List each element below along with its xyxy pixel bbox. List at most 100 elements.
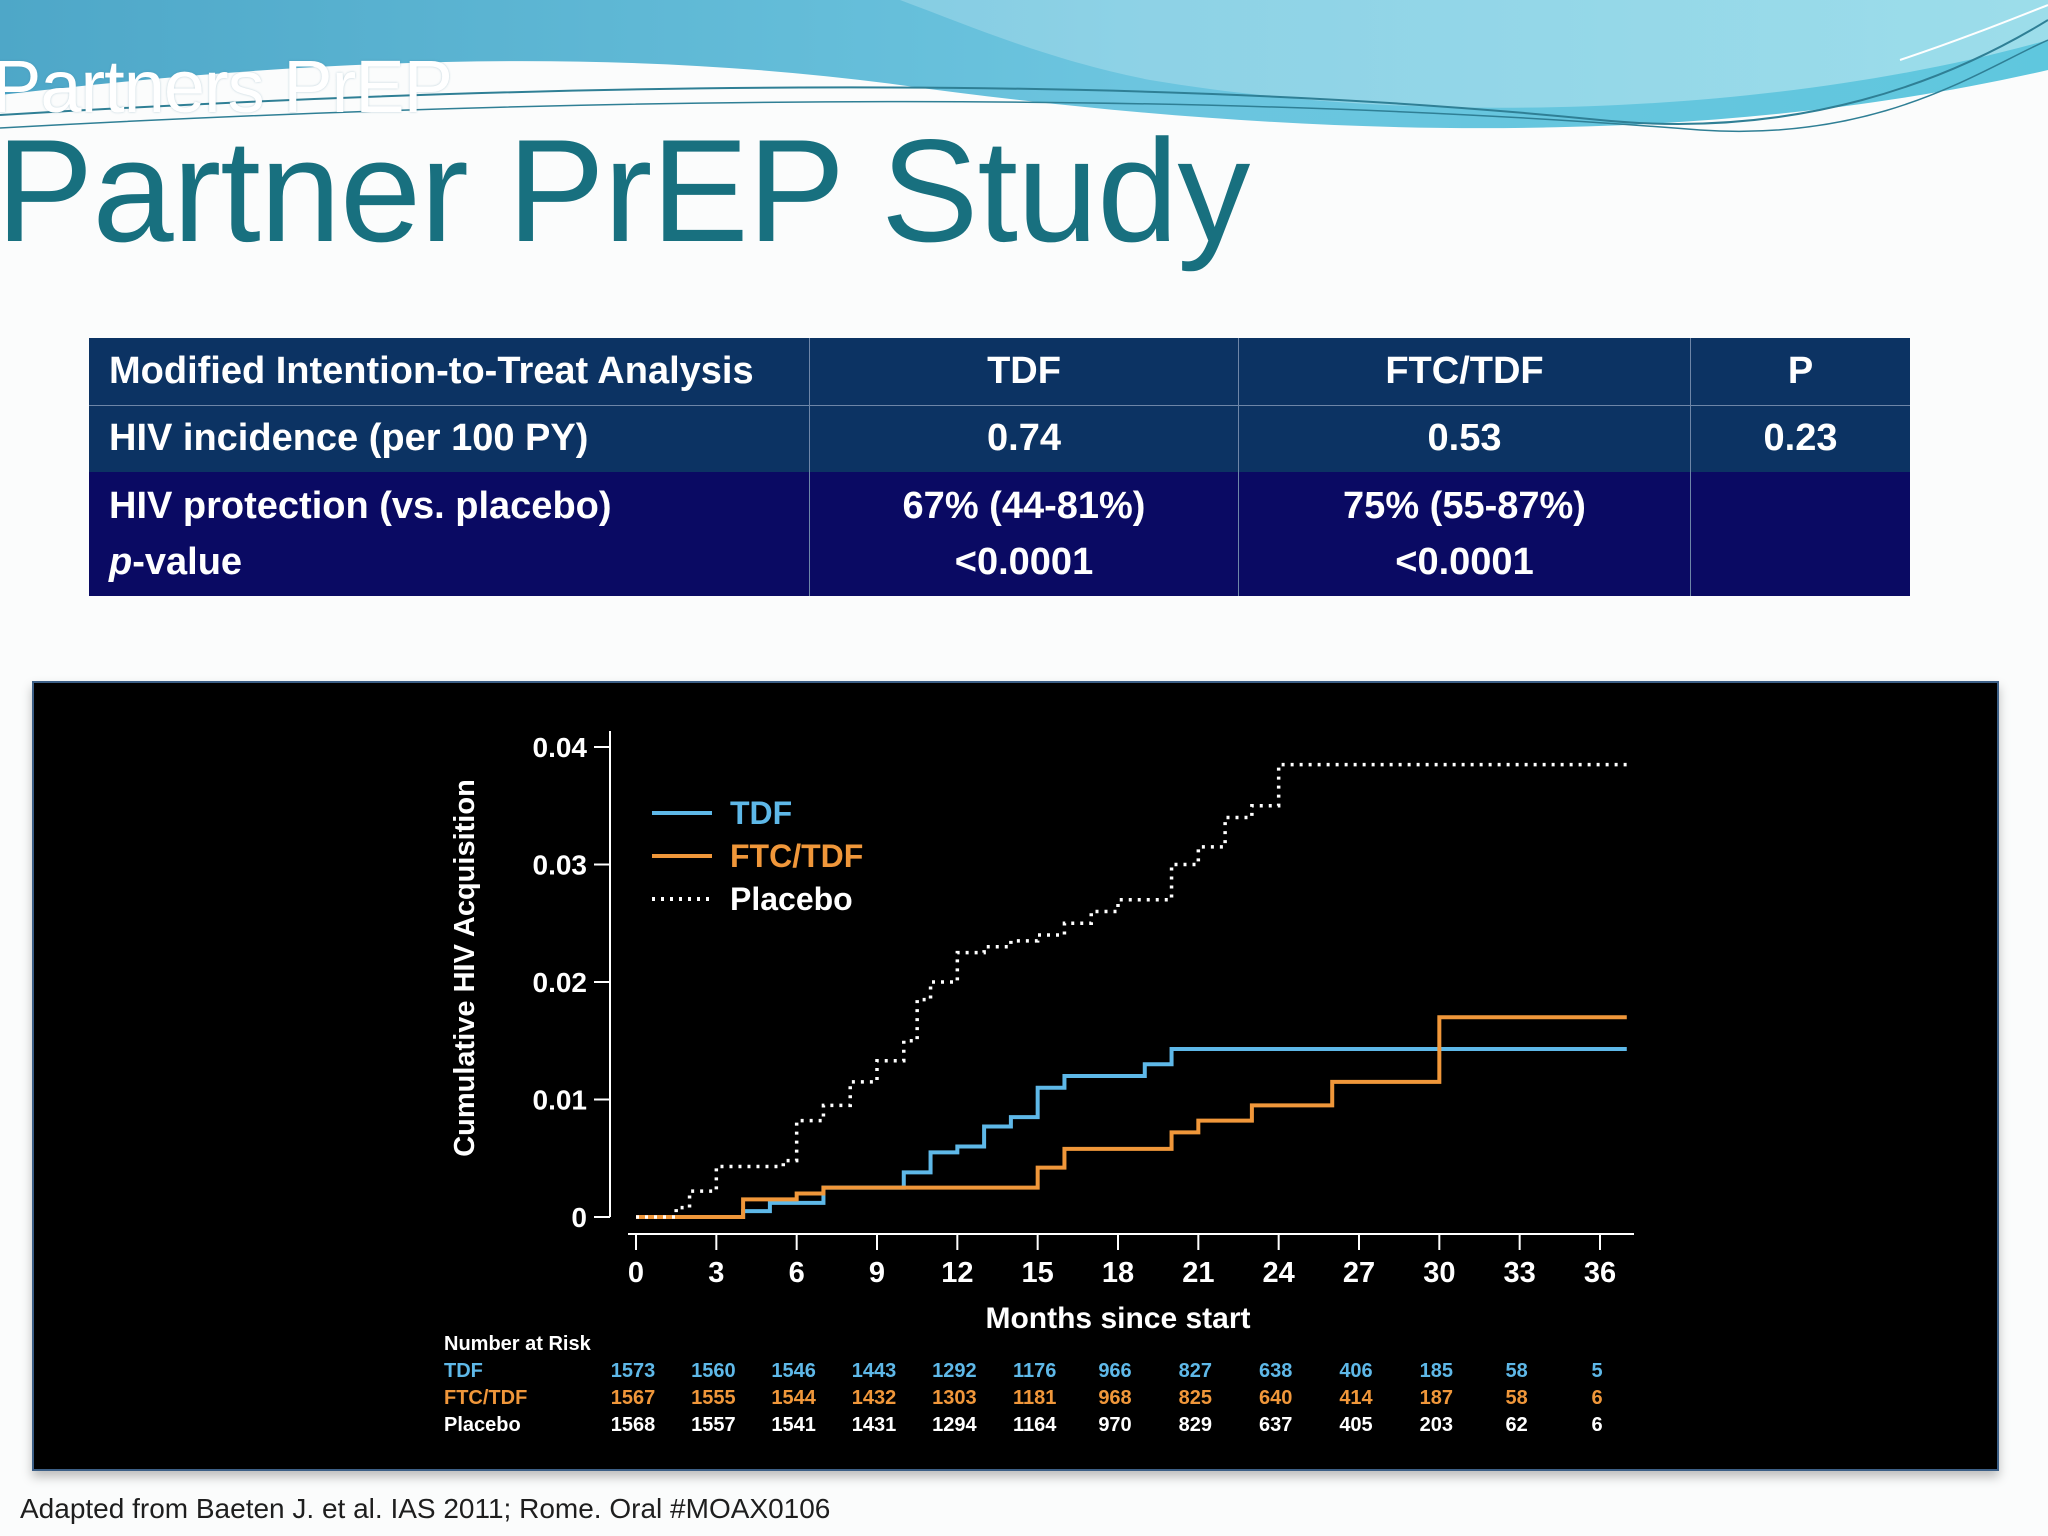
table-cell: 67% (44-81%) <0.0001 <box>809 472 1239 596</box>
risk-row-name: Placebo <box>444 1414 521 1436</box>
x-tick-label: 6 <box>789 1257 805 1289</box>
risk-value: 968 <box>1098 1387 1131 1409</box>
risk-row-name: FTC/TDF <box>444 1387 527 1409</box>
risk-value: 414 <box>1339 1387 1373 1409</box>
table-cell: 0.74 <box>809 405 1239 472</box>
x-tick-label: 21 <box>1182 1257 1214 1289</box>
risk-value: 640 <box>1259 1387 1292 1409</box>
x-tick-label: 30 <box>1423 1257 1455 1289</box>
table-cell: HIV incidence (per 100 PY) <box>89 405 810 472</box>
x-axis-label: Months since start <box>985 1302 1250 1335</box>
risk-value: 829 <box>1179 1414 1212 1436</box>
results-table: Modified Intention-to-Treat Analysis TDF… <box>89 338 1910 596</box>
x-tick-label: 36 <box>1584 1257 1616 1289</box>
risk-value: 187 <box>1420 1387 1453 1409</box>
risk-value: 1292 <box>932 1360 977 1382</box>
table-cell <box>1691 472 1911 596</box>
chart-legend: TDF FTC/TDF Placebo <box>652 795 863 917</box>
x-tick-label: 27 <box>1343 1257 1375 1289</box>
risk-value: 637 <box>1259 1414 1292 1436</box>
y-tick-label: 0.02 <box>533 967 588 998</box>
slide-title: Partner PrEP Study <box>0 109 1250 272</box>
series-line-ftc-tdf <box>636 1015 1627 1219</box>
risk-value: 1560 <box>691 1360 736 1382</box>
chart-axes: 00.010.020.030.040 3 6 9 12 15 18 21 24 27 30 33 36M… <box>449 731 1634 1335</box>
risk-value: 1303 <box>932 1387 977 1409</box>
risk-value: 1557 <box>691 1414 736 1436</box>
x-tick-label: 33 <box>1504 1257 1536 1289</box>
table-header-row: Modified Intention-to-Treat Analysis TDF… <box>89 338 1910 405</box>
y-tick-label: 0.04 <box>533 732 588 763</box>
risk-value: 1181 <box>1013 1387 1056 1409</box>
y-tick-label: 0.01 <box>533 1085 588 1116</box>
risk-value: 1443 <box>852 1360 897 1382</box>
risk-value: 1432 <box>852 1387 897 1409</box>
footnote: Adapted from Baeten J. et al. IAS 2011; … <box>20 1493 831 1524</box>
risk-value: 6 <box>1591 1387 1602 1409</box>
legend-label: Placebo <box>730 881 853 917</box>
x-tick-label: 18 <box>1102 1257 1134 1289</box>
table-row: HIV protection (vs. placebo) p-value 67%… <box>89 472 1910 596</box>
chart-panel: 0 0.01 0.02 0.03 0.04 0 3 6 9 12 15 18 21 24 27 30 33 36 M… <box>32 681 1999 1471</box>
risk-value: 638 <box>1259 1360 1292 1382</box>
risk-value: 1541 <box>771 1414 816 1436</box>
risk-value: 1573 <box>611 1360 656 1382</box>
ftc-protection: 75% (55-87%) <box>1343 485 1586 527</box>
cumulative-hiv-chart: 00.010.020.030.040 3 6 9 12 15 18 21 24 27 30 33 36M… <box>444 731 1634 1436</box>
protection-label: HIV protection (vs. placebo) <box>109 485 612 527</box>
y-axis-label: Cumulative HIV Acquisition <box>449 779 481 1157</box>
legend-label: TDF <box>730 795 792 831</box>
x-tick-label: 9 <box>869 1257 885 1289</box>
risk-value: 1294 <box>932 1414 977 1436</box>
ftc-pvalue: <0.0001 <box>1395 541 1534 583</box>
table-cell: HIV protection (vs. placebo) p-value <box>89 472 810 596</box>
y-tick-label: 0 <box>571 1202 587 1233</box>
table-header-cell: FTC/TDF <box>1238 338 1691 405</box>
risk-value: 58 <box>1506 1387 1528 1409</box>
table-cell: 0.53 <box>1238 405 1691 472</box>
risk-value: 970 <box>1098 1414 1131 1436</box>
risk-value: 62 <box>1506 1414 1528 1436</box>
risk-value: 406 <box>1339 1360 1372 1382</box>
table-cell: 0.23 <box>1763 417 1838 460</box>
risk-value: 185 <box>1420 1360 1453 1382</box>
risk-value: 1164 <box>1013 1414 1057 1436</box>
risk-value: 1546 <box>771 1360 816 1382</box>
table-row: HIV incidence (per 100 PY) 0.74 0.53 0.2… <box>89 405 1910 472</box>
risk-value: 6 <box>1591 1414 1602 1436</box>
risk-value: 1567 <box>611 1387 656 1409</box>
slide-header-fragment: Partners PrEP <box>0 45 453 128</box>
risk-value: 405 <box>1339 1414 1372 1436</box>
risk-value: 5 <box>1591 1360 1602 1382</box>
risk-value: 1568 <box>611 1414 656 1436</box>
x-tick-label: 15 <box>1022 1257 1054 1289</box>
x-tick-label: 0 <box>628 1257 644 1289</box>
risk-value: 827 <box>1179 1360 1212 1382</box>
table-header-cell: TDF <box>809 338 1239 405</box>
table-header-cell: Modified Intention-to-Treat Analysis <box>89 338 810 405</box>
risk-value: 58 <box>1506 1360 1528 1382</box>
risk-value: 1544 <box>771 1387 816 1409</box>
x-tick-label: 12 <box>941 1257 973 1289</box>
legend-label: FTC/TDF <box>730 838 863 874</box>
pvalue-label-rest: -value <box>132 541 243 583</box>
series-line-tdf <box>636 1046 1627 1219</box>
table-cell: 75% (55-87%) <0.0001 <box>1238 472 1691 596</box>
risk-value: 966 <box>1098 1360 1131 1382</box>
y-tick-label: 0.03 <box>533 850 588 881</box>
risk-value: 1431 <box>852 1414 897 1436</box>
risk-value: 1176 <box>1013 1360 1056 1382</box>
pvalue-label-italic: p <box>109 541 133 583</box>
risk-table-title: Number at Risk <box>444 1333 592 1355</box>
risk-value: 825 <box>1179 1387 1212 1409</box>
risk-row-name: TDF <box>444 1360 483 1382</box>
tdf-protection: 67% (44-81%) <box>902 485 1146 527</box>
x-tick-label: 3 <box>708 1257 724 1289</box>
risk-value: 203 <box>1420 1414 1453 1436</box>
x-tick-label: 24 <box>1263 1257 1295 1289</box>
risk-value: 1555 <box>691 1387 736 1409</box>
decorative-wave-header <box>0 0 2048 132</box>
pvalue-label: p-value <box>109 534 789 590</box>
risk-table: Number at Risk TDF 1573 1560 1546 1443 1292 117… <box>444 1333 1603 1436</box>
tdf-pvalue: <0.0001 <box>954 541 1094 583</box>
